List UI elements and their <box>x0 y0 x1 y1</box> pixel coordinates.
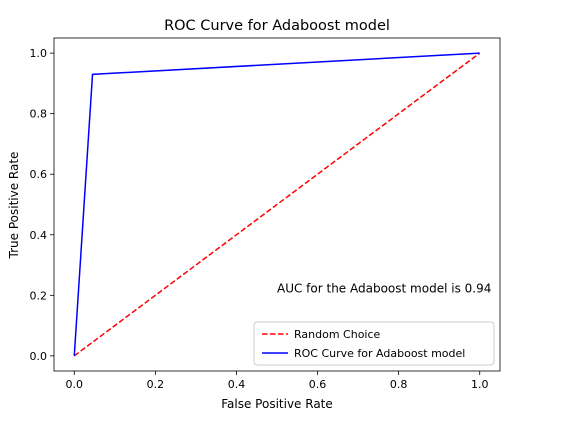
legend-label-2: ROC Curve for Adaboost model <box>294 347 465 360</box>
plot-area: 0.0 0.2 0.4 0.6 0.8 1.0 0.0 0.2 0.4 0.6 0.8 1.0 <box>30 37 501 391</box>
series-line-2 <box>73 52 480 356</box>
x-tick-label: 1.0 <box>471 378 489 391</box>
auc-annotation: AUC for the Adaboost model is 0.94 <box>277 281 491 295</box>
x-tick-label: 0.8 <box>390 378 408 391</box>
y-tick-label: 0.4 <box>30 229 48 242</box>
y-tick-label: 0.0 <box>30 350 48 363</box>
x-tick-label: 0.6 <box>309 378 327 391</box>
y-tick-label: 0.6 <box>30 168 48 181</box>
chart-title: ROC Curve for Adaboost model <box>164 18 390 34</box>
series-line-1 <box>73 52 481 357</box>
x-tick-label: 0.4 <box>228 378 246 391</box>
legend-label-1: Random Choice <box>294 328 381 341</box>
y-tick-label: 0.2 <box>30 289 48 302</box>
y-tick-label: 0.8 <box>30 108 48 121</box>
legend: Random Choice ROC Curve for Adaboost mode… <box>253 321 495 366</box>
axes-frame <box>53 37 501 372</box>
legend-box <box>253 321 495 366</box>
x-tick-label: 0.2 <box>147 378 165 391</box>
y-axis-label: True Positive Rate <box>7 152 21 260</box>
x-axis-label: False Positive Rate <box>221 397 333 411</box>
x-tick-label: 0.0 <box>66 378 84 391</box>
y-tick-label: 1.0 <box>30 47 48 60</box>
